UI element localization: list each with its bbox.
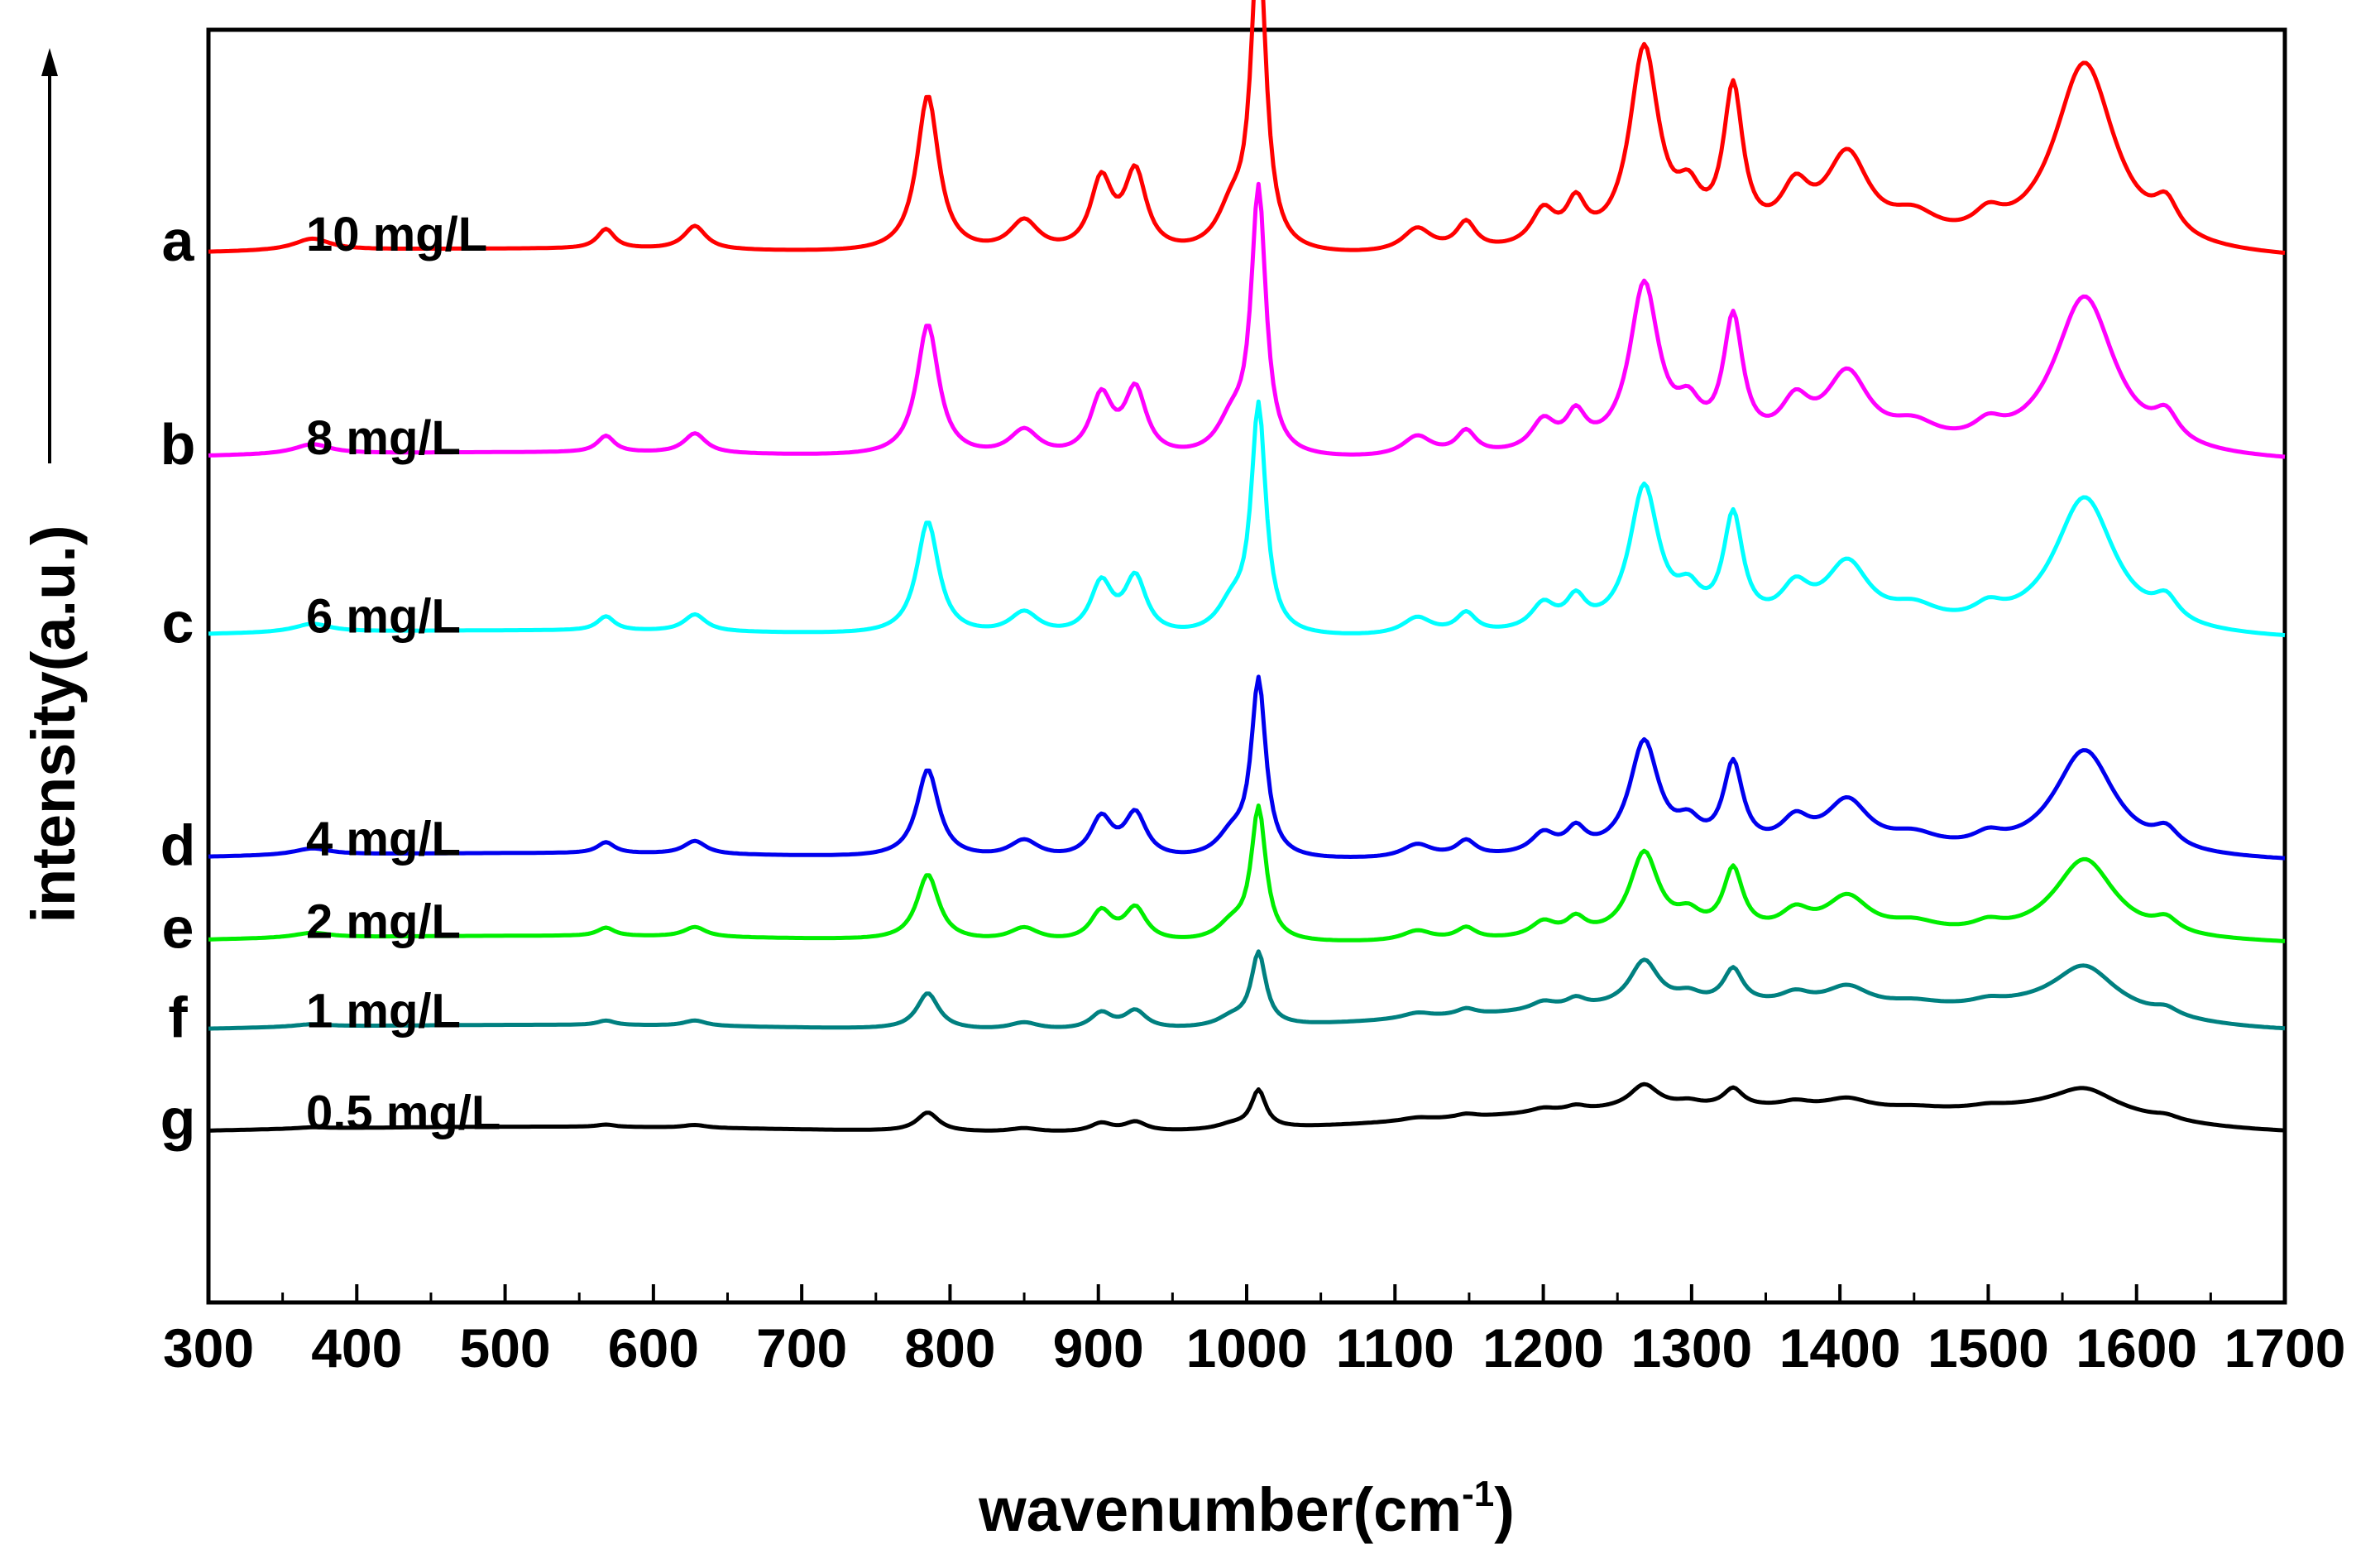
x-tick-label: 1400	[1779, 1317, 1901, 1379]
x-tick-label: 1700	[2224, 1317, 2346, 1379]
series-line-b	[208, 181, 2286, 459]
x-axis-title-close: )	[1494, 1475, 1515, 1544]
series-name-b: 8 mg/L	[306, 411, 461, 465]
series-name-f: 1 mg/L	[306, 984, 461, 1038]
series-name-g: 0.5 mg/L	[306, 1086, 500, 1139]
x-tick-label: 1500	[1927, 1317, 2049, 1379]
series-letter-e: e	[162, 896, 194, 961]
series-letter-d: d	[160, 813, 196, 878]
series-letter-b: b	[160, 412, 196, 477]
x-tick-label: 300	[163, 1317, 254, 1379]
x-axis-tick-labels: 300 400 500 600 700 800 900 1000 1100 1200 1300 140…	[163, 1317, 2345, 1379]
series-letter-a: a	[162, 209, 195, 273]
x-tick-label: 700	[756, 1317, 847, 1379]
series-letter-g: g	[160, 1086, 196, 1151]
x-axis-title-main: wavenumber(cm	[978, 1475, 1462, 1544]
series-line-e	[208, 803, 2286, 943]
x-tick-label: 400	[311, 1317, 402, 1379]
x-tick-label: 500	[460, 1317, 551, 1379]
series-letter-c: c	[162, 591, 194, 655]
series-name-d: 4 mg/L	[306, 813, 461, 866]
x-tick-label: 800	[904, 1317, 995, 1379]
x-axis-title-sup: -1	[1462, 1474, 1494, 1514]
x-tick-label: 1100	[1336, 1317, 1454, 1379]
x-axis-ticks	[207, 1284, 2287, 1302]
x-tick-label: 1300	[1631, 1317, 1752, 1379]
x-tick-label: 600	[608, 1317, 699, 1379]
series-line-g	[208, 1082, 2286, 1133]
series-line-d	[208, 674, 2286, 861]
series-line-c	[208, 399, 2286, 638]
series-line-a	[208, 0, 2286, 255]
y-axis-title: intensity(a.u.)	[19, 525, 88, 923]
x-tick-label: 1200	[1482, 1317, 1604, 1379]
series-name-c: 6 mg/L	[306, 590, 461, 644]
x-tick-label: 1000	[1186, 1317, 1308, 1379]
x-axis-title: wavenumber(cm-1)	[978, 1474, 1515, 1544]
series-line-f	[208, 949, 2286, 1031]
series-labels: a 10 mg/L b 8 mg/L c 6 mg/L d 4 mg/L e 2 mg/L f 1 m…	[160, 208, 501, 1151]
x-tick-label: 900	[1053, 1317, 1144, 1379]
y-axis-arrow	[41, 48, 58, 463]
series-letter-f: f	[168, 985, 188, 1049]
series-name-a: 10 mg/L	[306, 208, 487, 261]
x-tick-label: 1600	[2076, 1317, 2197, 1379]
series-lines	[208, 0, 2286, 1133]
series-name-e: 2 mg/L	[306, 895, 461, 949]
